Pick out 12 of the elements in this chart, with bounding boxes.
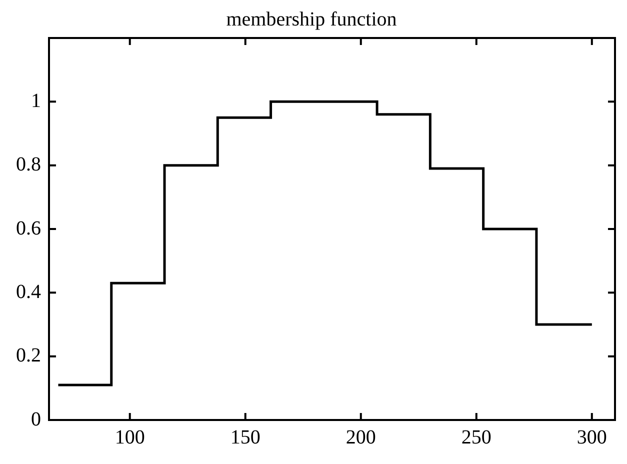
y-tick-label: 0.8 — [16, 154, 41, 176]
x-tick-label: 100 — [114, 426, 145, 448]
x-tick-label: 250 — [461, 426, 492, 448]
x-tick-label: 150 — [230, 426, 260, 448]
y-tick-label: 0.6 — [16, 217, 41, 240]
y-tick-label: 0 — [31, 408, 41, 430]
y-tick-label: 0.4 — [16, 280, 41, 303]
x-tick-label: 200 — [346, 426, 376, 448]
chart-title: membership function — [226, 8, 397, 30]
y-tick-label: 1 — [31, 90, 41, 112]
x-tick-label: 300 — [576, 426, 607, 448]
y-tick-label: 0.2 — [16, 344, 41, 367]
